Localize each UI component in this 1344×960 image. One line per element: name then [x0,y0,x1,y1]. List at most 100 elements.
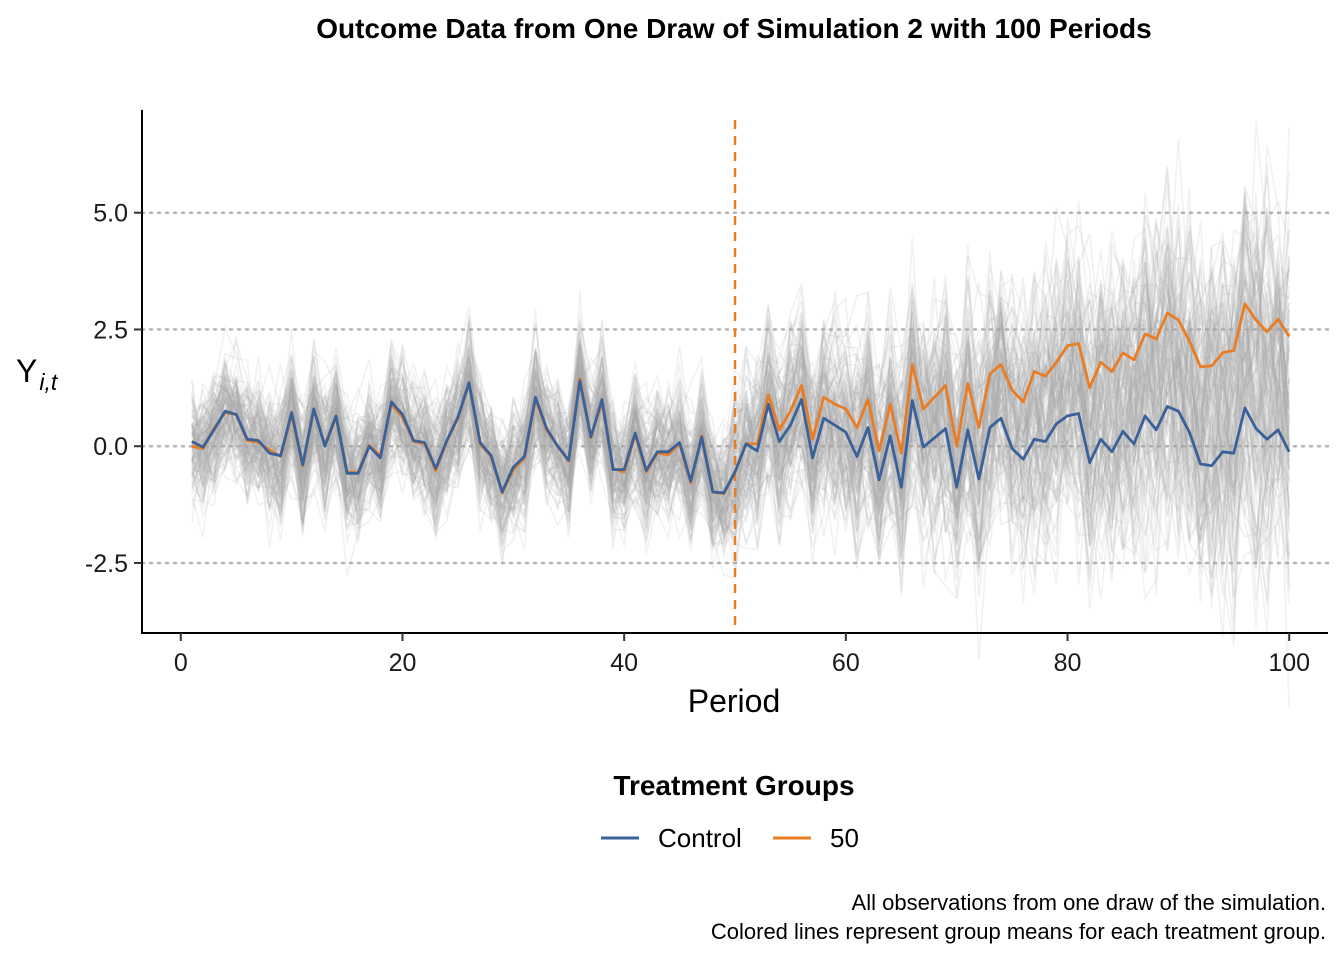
y-axis-ticks: -2.5 0.0 2.5 5.0 [85,200,142,578]
observation-line [191,217,1290,519]
observation-line [191,237,1290,554]
group-mean-series [191,302,1291,496]
observation-line [191,246,1290,546]
observation-line [191,227,1290,521]
observation-line [191,192,1290,524]
observation-line [191,185,1290,515]
observation-line [191,175,1290,592]
observation-line [191,270,1290,547]
observation-line [191,234,1290,522]
x-tick-label: 40 [610,649,638,677]
observation-line [191,318,1290,559]
observation-line [191,224,1290,540]
observation-line [191,259,1290,518]
legend: Treatment Groups Control 50 [601,770,859,853]
individual-observation-lines [191,121,1290,708]
observation-line [191,304,1290,537]
observation-line [191,214,1290,518]
observation-line [191,305,1290,601]
observation-line [191,321,1290,599]
legend-label-50: 50 [830,823,859,853]
observation-line [191,330,1290,569]
observation-line [191,303,1290,521]
observation-line [191,223,1290,541]
observation-line [191,282,1290,518]
observation-line [191,273,1290,539]
observation-line [191,339,1290,579]
observation-line [191,276,1290,552]
legend-title: Treatment Groups [613,770,854,801]
observation-line [191,326,1290,557]
caption-line-1: All observations from one draw of the si… [852,890,1326,915]
observation-line [191,235,1290,532]
x-tick-label: 0 [174,649,188,677]
observation-line [191,268,1290,526]
observation-line [191,266,1290,565]
observation-line [191,283,1290,568]
y-axis-label-subscript: i,t [39,369,59,395]
observation-line [191,318,1290,546]
observation-line [191,361,1290,610]
x-axis-label: Period [688,683,781,719]
observation-line [191,227,1290,502]
y-axis-label-main: Y [16,353,37,389]
observation-line [191,121,1290,519]
observation-line [191,364,1290,574]
observation-line [191,259,1290,543]
x-tick-label: 20 [389,649,417,677]
observation-line [191,271,1290,577]
observation-line [191,311,1290,602]
observation-line [191,222,1290,579]
observation-line [191,227,1290,524]
y-tick-label: 0.0 [93,433,128,461]
observation-line [191,144,1290,510]
observation-line [191,181,1290,528]
x-tick-label: 60 [832,649,860,677]
observation-line [191,220,1290,554]
observation-line [191,301,1290,514]
axes [141,110,1328,634]
observation-line [191,201,1290,525]
observation-line [191,298,1290,576]
series-line-control [191,379,1291,495]
observation-line [191,348,1290,587]
observation-line [191,126,1290,499]
observation-line [191,195,1290,477]
observation-line [191,214,1290,487]
observation-line [191,365,1290,609]
observation-line [191,230,1290,514]
observation-line [191,292,1290,561]
observation-line [191,219,1290,522]
observation-line [191,332,1290,621]
observation-line [191,316,1290,562]
observation-line [191,299,1290,508]
observation-line [191,283,1290,509]
x-tick-label: 100 [1268,649,1310,677]
observation-line [191,260,1290,555]
observation-line [191,374,1290,708]
observation-line [191,211,1290,520]
chart-title: Outcome Data from One Draw of Simulation… [316,13,1152,44]
observation-line [191,320,1290,592]
y-tick-label: -2.5 [85,550,128,578]
observation-line [191,257,1290,547]
observation-line [191,309,1290,523]
observation-line [191,270,1290,531]
observation-line [191,213,1290,576]
observation-line [191,256,1290,540]
observation-line [191,332,1290,570]
observation-line [191,311,1290,569]
y-tick-label: 5.0 [93,200,128,228]
observation-line [191,162,1290,520]
observation-line [191,287,1290,559]
observation-line [191,201,1290,562]
observation-line [191,342,1290,647]
observation-line [191,205,1290,514]
x-axis-ticks: 0 20 40 60 80 100 [174,633,1310,677]
observation-line [191,266,1290,539]
observation-line [191,139,1290,493]
observation-line [191,170,1290,513]
observation-line [191,261,1290,547]
observation-line [191,331,1290,566]
